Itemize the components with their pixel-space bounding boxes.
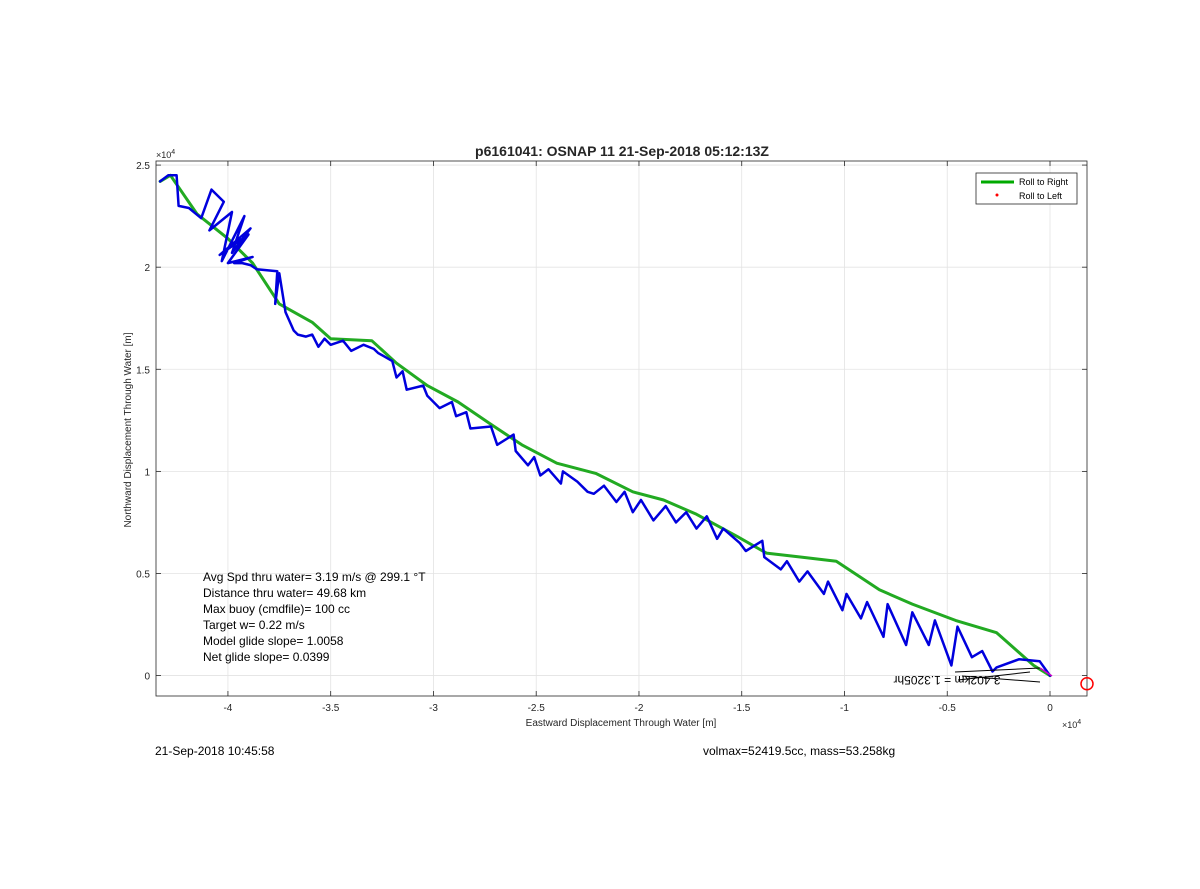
y-exponent: ×104 xyxy=(156,149,175,160)
x-tick-label: -3.5 xyxy=(322,703,340,714)
y-axis-label: Northward Displacement Through Water [m] xyxy=(123,332,134,527)
series-line-0 xyxy=(158,173,1052,678)
start-marker-circle xyxy=(1080,676,1094,691)
axes-box xyxy=(156,161,1087,696)
footer-timestamp: 21-Sep-2018 10:45:58 xyxy=(155,744,275,758)
stats-annotation: Avg Spd thru water= 3.19 m/s @ 299.1 °T … xyxy=(203,570,426,664)
scribble-line xyxy=(1039,667,1053,677)
x-ticks: -4 -3.5 -3 -2.5 -2 -1.5 -1 -0.5 0 xyxy=(223,161,1053,714)
origin-scribble xyxy=(954,667,1053,683)
annot-net-glide: Net glide slope= 0.0399 xyxy=(203,650,330,664)
x-tick-label: -1.5 xyxy=(733,703,751,714)
annot-distance: Distance thru water= 49.68 km xyxy=(203,586,366,600)
footer-volmax-mass: volmax=52419.5cc, mass=53.258kg xyxy=(703,744,895,758)
x-tick-label: 0 xyxy=(1047,703,1053,714)
annot-model-glide: Model glide slope= 1.0058 xyxy=(203,634,344,648)
plot-area: -4 -3.5 -3 -2.5 -2 -1.5 -1 -0.5 0 0 0.5 1 1.5 2 2.5 xyxy=(136,160,1088,714)
mirrored-segment-label: 3.402km = 1.3205hr xyxy=(893,673,1000,687)
y-tick-label: 1.5 xyxy=(136,365,150,376)
y-ticks: 0 0.5 1 1.5 2 2.5 xyxy=(136,161,1087,683)
x-tick-label: -0.5 xyxy=(939,703,957,714)
legend: Roll to Right Roll to Left xyxy=(975,172,1078,205)
series-layer xyxy=(158,173,1052,678)
x-exponent: ×104 xyxy=(1062,719,1081,730)
annot-avg-speed: Avg Spd thru water= 3.19 m/s @ 299.1 °T xyxy=(203,570,426,584)
x-tick-label: -2.5 xyxy=(528,703,546,714)
y-tick-label: 2 xyxy=(144,263,150,274)
annot-max-buoy: Max buoy (cmdfile)= 100 cc xyxy=(203,602,350,616)
series-line-1 xyxy=(158,174,1052,677)
y-tick-label: 0.5 xyxy=(136,569,150,580)
legend-roll-left-dot xyxy=(995,193,999,197)
y-tick-label: 1 xyxy=(144,467,150,478)
y-tick-label: 2.5 xyxy=(136,161,150,172)
x-tick-label: -2 xyxy=(635,703,644,714)
x-tick-label: -4 xyxy=(223,703,232,714)
legend-roll-right-label: Roll to Right xyxy=(1019,177,1069,187)
legend-box xyxy=(975,172,1078,205)
axes-border xyxy=(155,160,1088,697)
scribble-line xyxy=(957,671,1031,681)
x-axis-label: Eastward Displacement Through Water [m] xyxy=(526,718,717,729)
scribble-line xyxy=(954,667,1041,673)
grid xyxy=(156,161,1087,696)
y-tick-label: 0 xyxy=(144,672,150,683)
legend-roll-left-label: Roll to Left xyxy=(1019,191,1063,201)
annot-target-w: Target w= 0.22 m/s xyxy=(203,618,305,632)
scribble-line xyxy=(961,675,1041,683)
chart-title: p6161041: OSNAP 11 21-Sep-2018 05:12:13Z xyxy=(475,143,769,159)
x-tick-label: -3 xyxy=(429,703,438,714)
x-tick-label: -1 xyxy=(840,703,849,714)
